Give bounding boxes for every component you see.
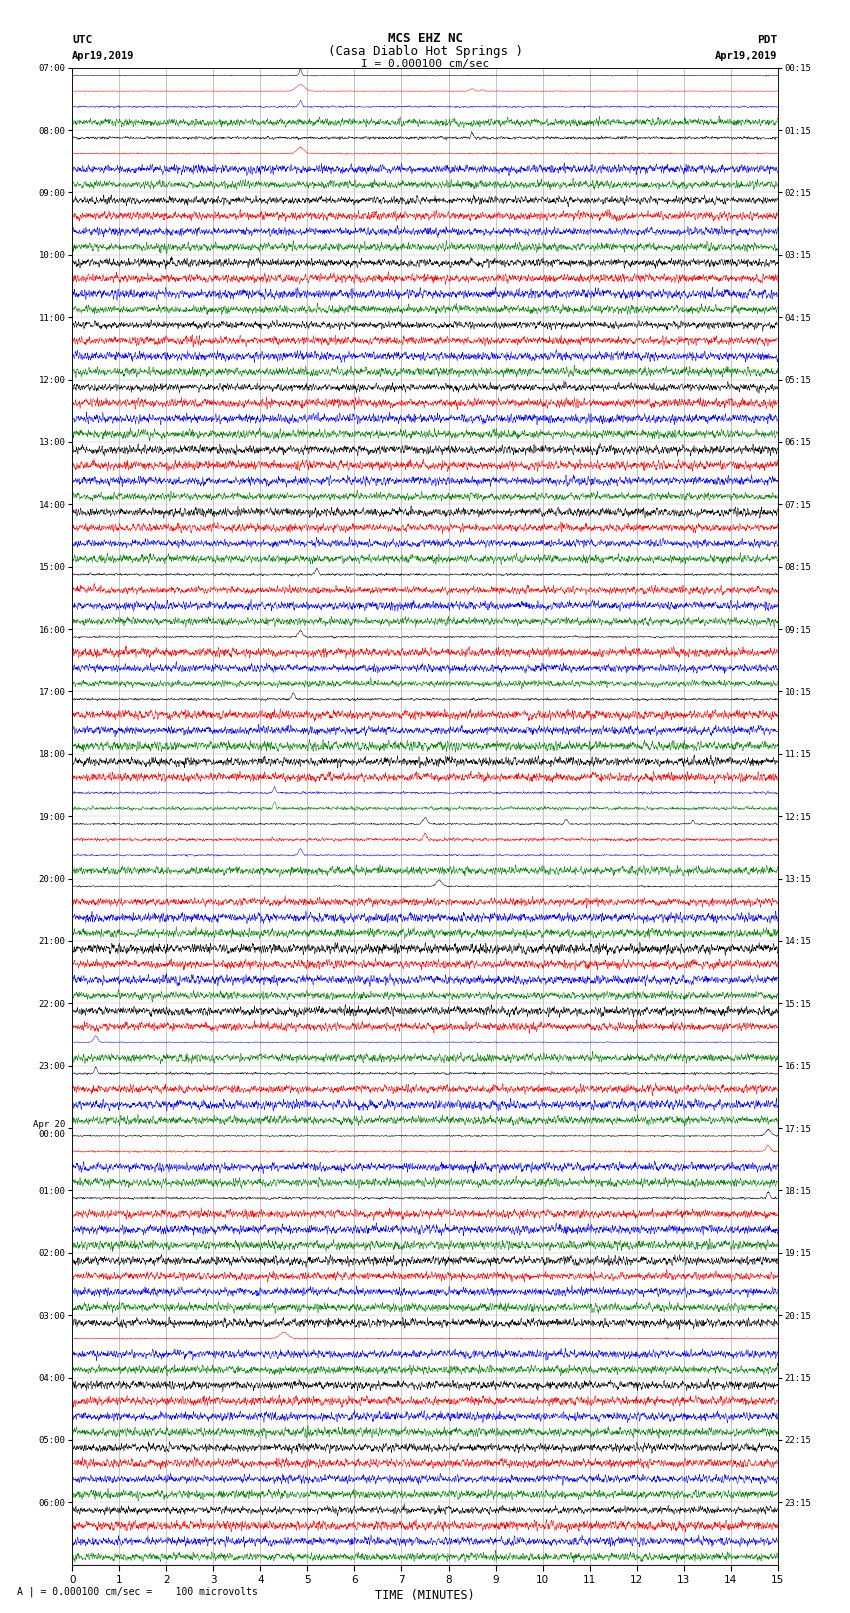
- Text: PDT: PDT: [757, 35, 778, 45]
- Text: (Casa Diablo Hot Springs ): (Casa Diablo Hot Springs ): [327, 45, 523, 58]
- Text: I = 0.000100 cm/sec: I = 0.000100 cm/sec: [361, 60, 489, 69]
- Text: Apr19,2019: Apr19,2019: [715, 52, 778, 61]
- Text: A | = 0.000100 cm/sec =    100 microvolts: A | = 0.000100 cm/sec = 100 microvolts: [17, 1586, 258, 1597]
- X-axis label: TIME (MINUTES): TIME (MINUTES): [375, 1589, 475, 1602]
- Text: MCS EHZ NC: MCS EHZ NC: [388, 32, 462, 45]
- Text: Apr19,2019: Apr19,2019: [72, 52, 135, 61]
- Text: UTC: UTC: [72, 35, 93, 45]
